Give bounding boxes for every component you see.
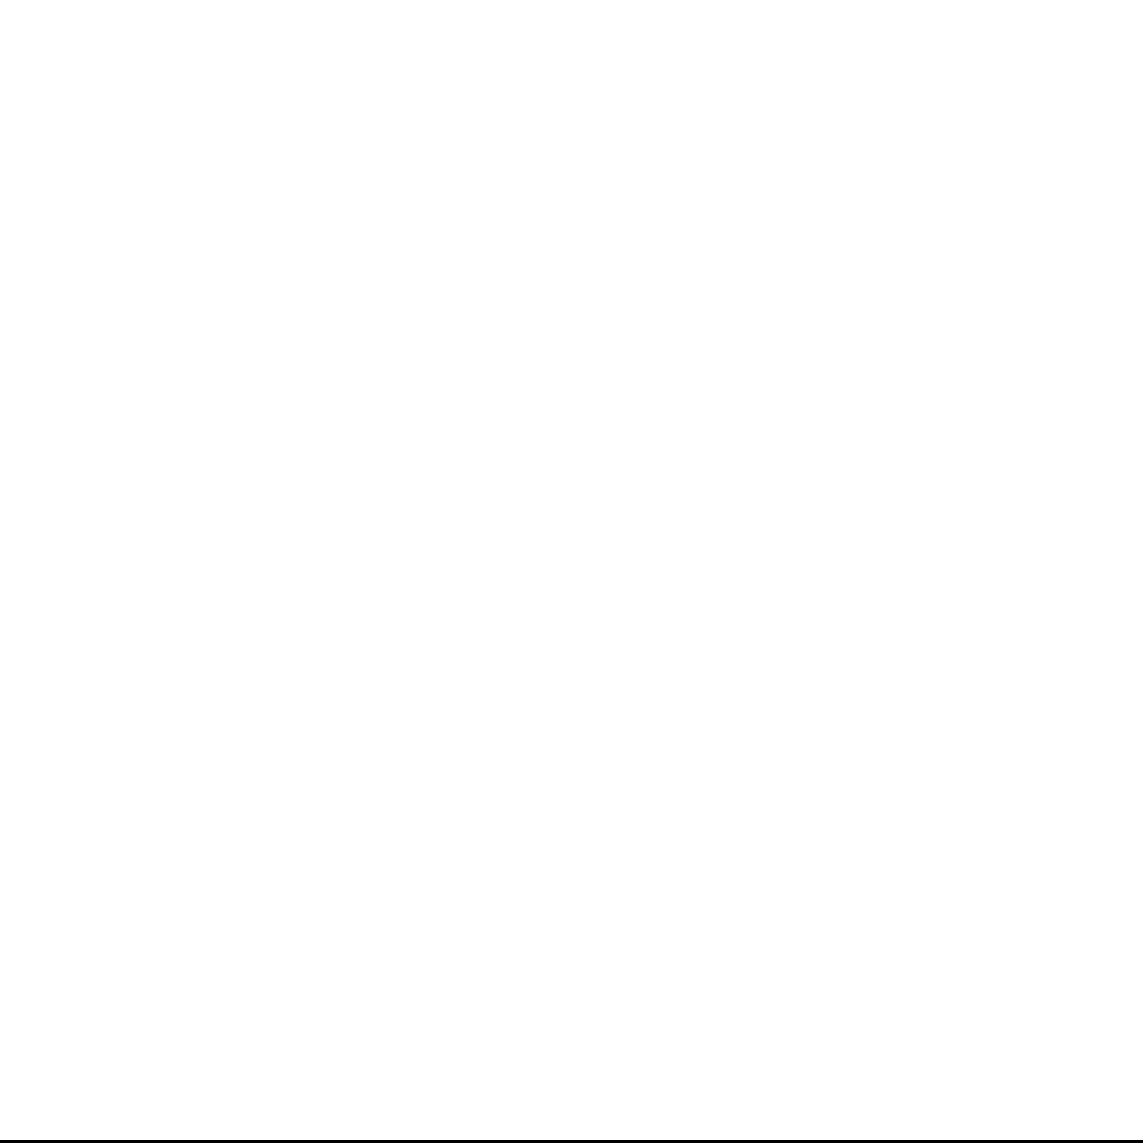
polar-grid-and-curves (0, 0, 1143, 1060)
series-c90-c270-swatch (158, 1074, 222, 1080)
series-c0-c180-swatch (20, 1075, 84, 1079)
legend-entry-c90-c270 (158, 1074, 234, 1080)
legend-entry-c0-c180 (20, 1075, 96, 1079)
legend-entries (0, 1066, 1143, 1080)
legend (0, 1060, 1143, 1140)
polar-plot (0, 0, 1143, 1060)
